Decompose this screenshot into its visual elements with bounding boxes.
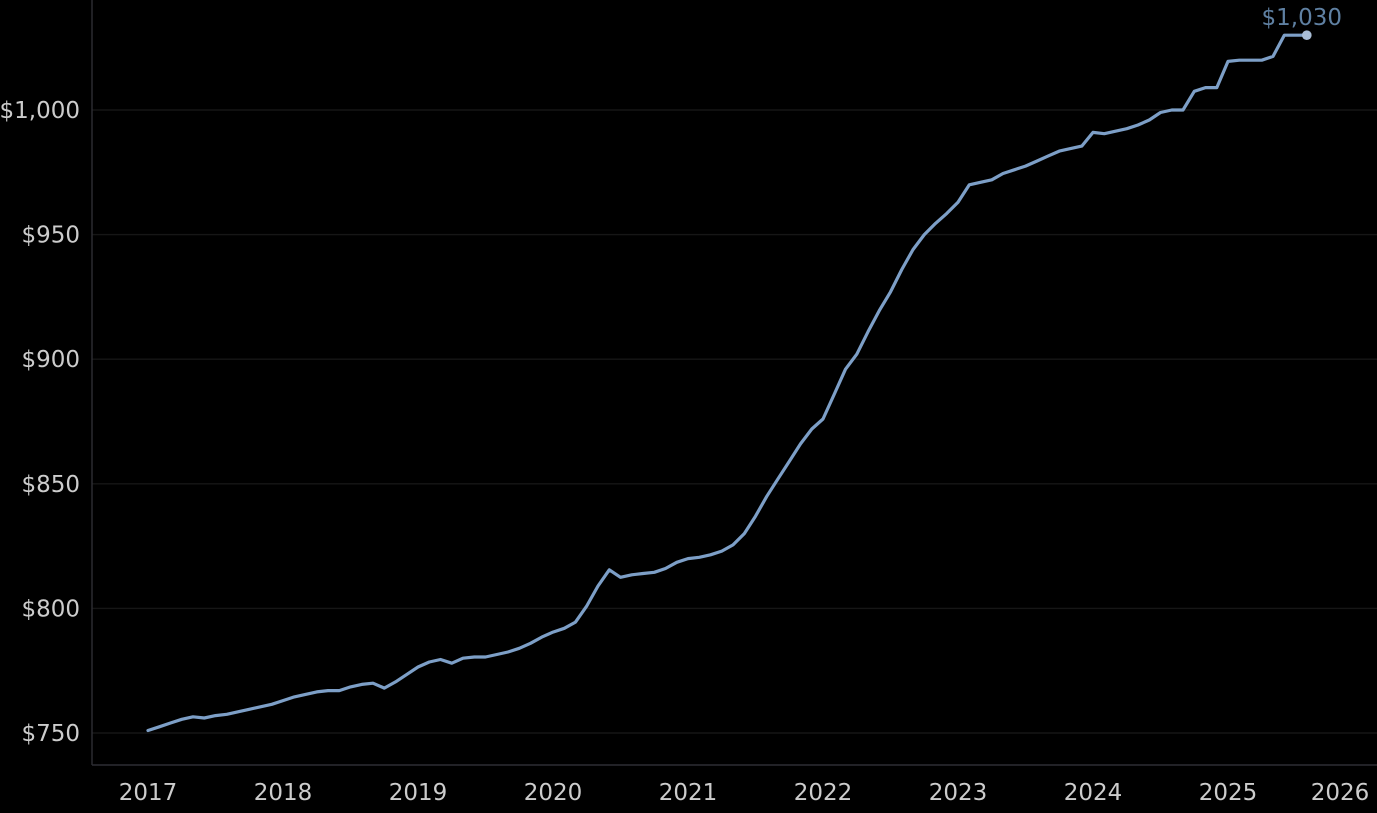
x-axis-label: 2021 xyxy=(659,780,718,806)
x-axis-label: 2024 xyxy=(1064,780,1123,806)
y-axis-label: $1,000 xyxy=(0,98,80,124)
price-line xyxy=(146,33,1309,733)
y-axis-label: $950 xyxy=(21,223,80,249)
y-axis-label: $800 xyxy=(21,596,80,622)
x-axis-label: 2023 xyxy=(929,780,988,806)
x-axis-label: 2026 xyxy=(1311,780,1370,806)
x-axis-label: 2018 xyxy=(254,780,313,806)
latest-point-dot xyxy=(1302,30,1312,40)
x-axis-label: 2022 xyxy=(794,780,853,806)
x-axis-label: 2025 xyxy=(1199,780,1258,806)
x-axis-label: 2017 xyxy=(119,780,178,806)
x-axis-label: 2020 xyxy=(524,780,583,806)
series-layer xyxy=(146,30,1312,733)
grid-layer xyxy=(92,109,1377,734)
y-axis-label: $900 xyxy=(21,347,80,373)
y-axis-label: $750 xyxy=(21,721,80,747)
latest-value-label: $1,030 xyxy=(1262,5,1342,31)
x-axis-label: 2019 xyxy=(389,780,448,806)
y-axis-label: $850 xyxy=(21,472,80,498)
